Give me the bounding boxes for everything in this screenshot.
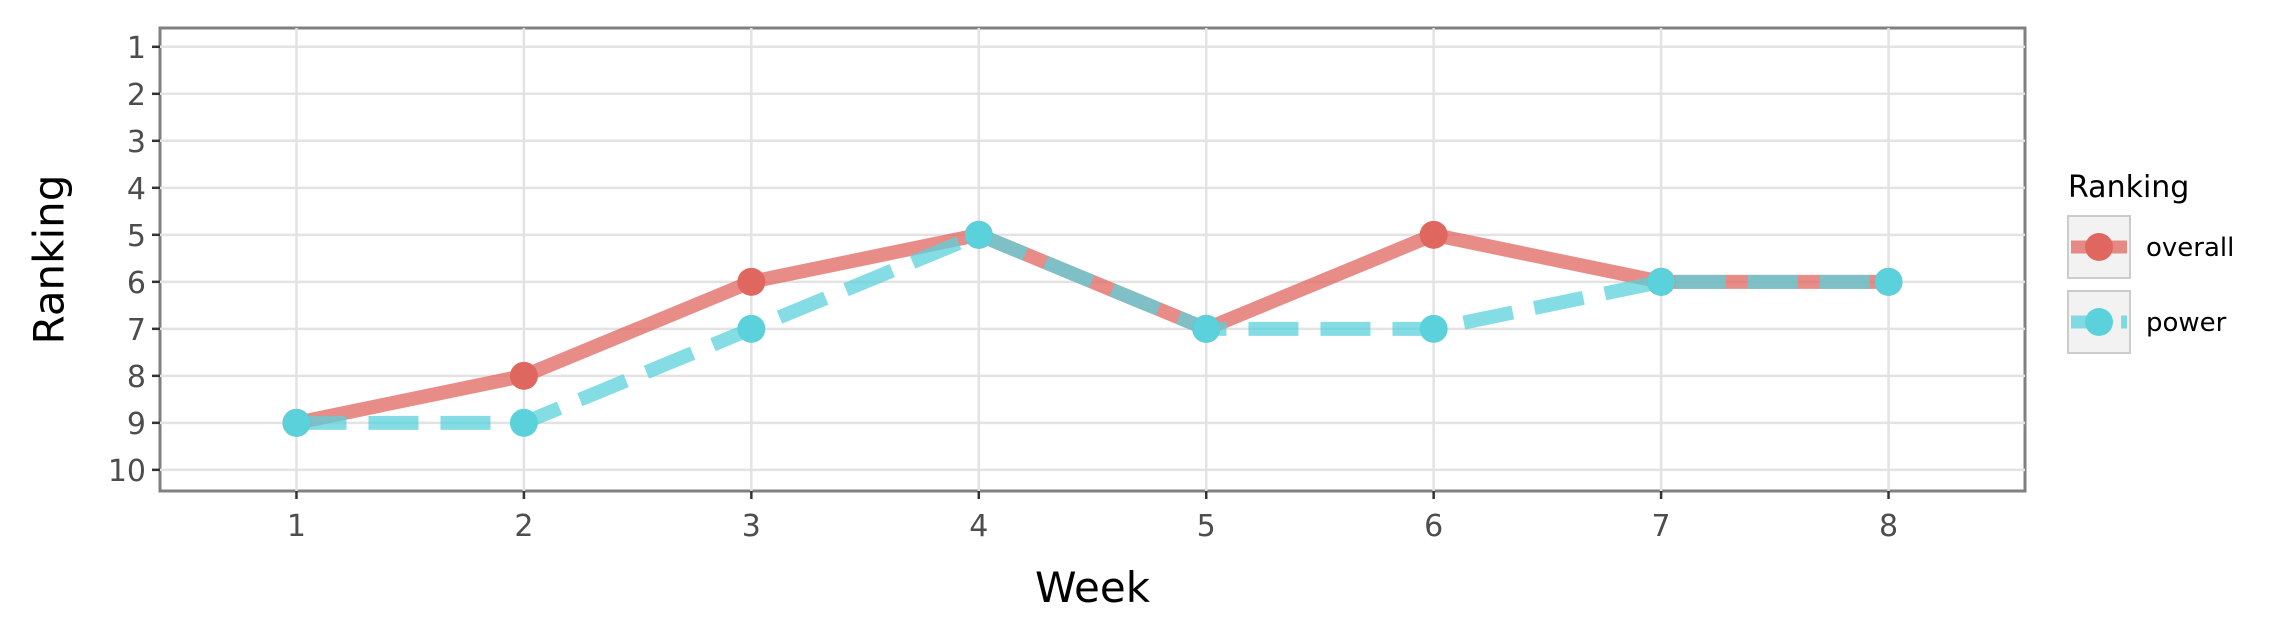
data-point-power bbox=[964, 220, 993, 249]
data-point-power bbox=[282, 408, 311, 437]
x-tick-label: 4 bbox=[969, 509, 988, 544]
legend: Ranking overall power bbox=[2067, 170, 2234, 354]
y-tick-label: 5 bbox=[127, 219, 146, 254]
legend-point-power bbox=[2085, 308, 2113, 336]
data-point-power bbox=[1647, 267, 1676, 296]
data-point-power bbox=[1192, 314, 1221, 343]
data-point-overall bbox=[737, 267, 766, 296]
legend-point-overall bbox=[2085, 233, 2113, 261]
y-tick-label: 2 bbox=[127, 78, 146, 113]
y-tick-label: 4 bbox=[127, 172, 146, 207]
series-line-power bbox=[296, 227, 1889, 430]
data-point-power bbox=[1874, 267, 1903, 296]
y-tick-label: 9 bbox=[127, 407, 146, 442]
plot-panel bbox=[160, 28, 2025, 491]
data-point-power bbox=[1419, 314, 1448, 343]
y-tick-label: 1 bbox=[127, 31, 146, 66]
x-axis-title: Week bbox=[1035, 563, 1151, 612]
x-axis-ticks: 1 2 3 4 5 6 7 8 bbox=[287, 491, 1898, 544]
x-tick-label: 2 bbox=[514, 509, 533, 544]
y-tick-label: 8 bbox=[127, 360, 146, 395]
y-axis-ticks: 1 2 3 4 5 6 7 8 9 10 bbox=[108, 31, 160, 489]
y-axis-title: Ranking bbox=[25, 175, 74, 345]
x-tick-label: 8 bbox=[1879, 509, 1898, 544]
series-line-overall bbox=[295, 227, 1889, 430]
y-tick-label: 3 bbox=[127, 125, 146, 160]
legend-label-overall: overall bbox=[2146, 233, 2234, 263]
x-tick-label: 1 bbox=[287, 509, 306, 544]
x-tick-label: 5 bbox=[1197, 509, 1216, 544]
x-tick-label: 6 bbox=[1424, 509, 1443, 544]
grid bbox=[160, 28, 2025, 491]
y-tick-label: 7 bbox=[127, 313, 146, 348]
plot-border bbox=[158, 26, 2027, 493]
data-point-overall bbox=[1419, 220, 1448, 249]
y-tick-label: 10 bbox=[108, 454, 146, 489]
y-tick-label: 6 bbox=[127, 266, 146, 301]
x-tick-label: 7 bbox=[1652, 509, 1671, 544]
data-point-power bbox=[509, 408, 538, 437]
legend-title: Ranking bbox=[2068, 170, 2189, 205]
legend-label-power: power bbox=[2146, 308, 2227, 338]
data-point-overall bbox=[509, 361, 538, 390]
x-tick-label: 3 bbox=[742, 509, 761, 544]
data-point-power bbox=[737, 314, 766, 343]
